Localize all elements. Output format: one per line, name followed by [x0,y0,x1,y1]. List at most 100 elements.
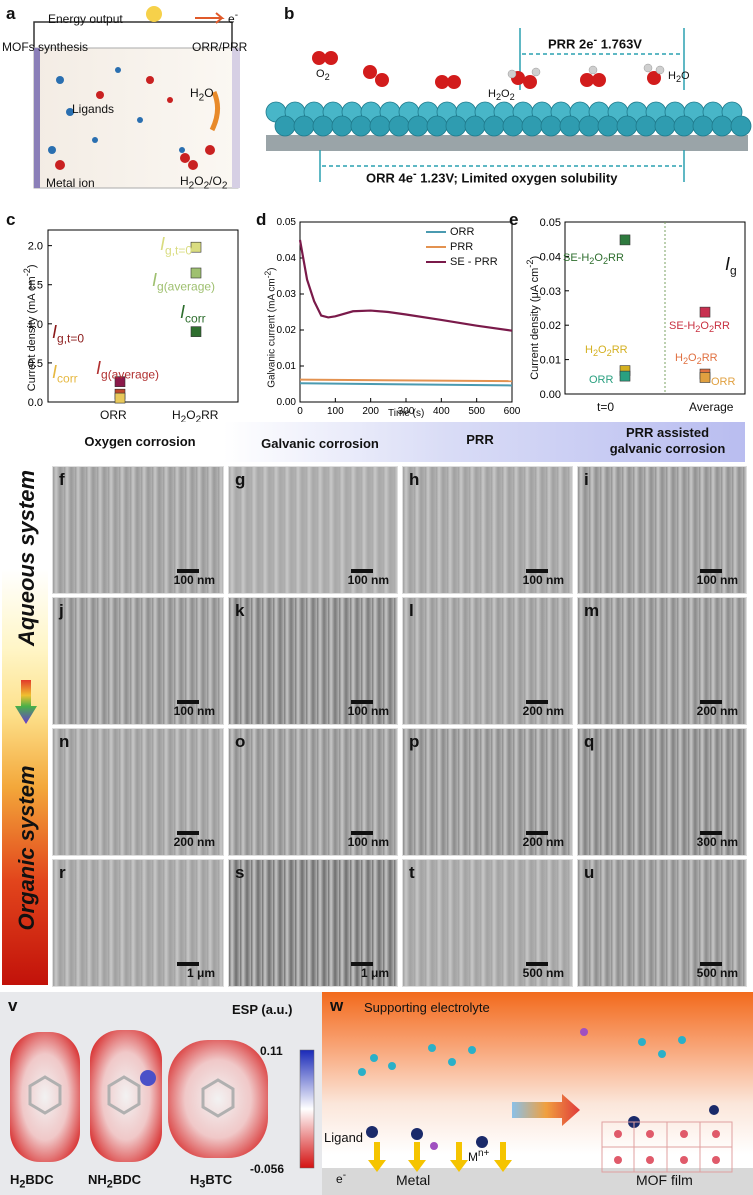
scale-bar-label: 1 μm [186,966,215,980]
y-tick-label: 0.05 [277,217,297,228]
sem-image-t: t 500 nm [402,859,573,987]
bulb-icon [146,6,162,22]
chart-d-ylabel: Galvanic current (mA cm-2) [262,267,278,388]
side-gradient-bar [2,465,48,985]
data-point [114,392,126,404]
y-tick-label: 0.04 [540,251,561,263]
sem-image-r: r 1 μm [52,859,224,987]
series-line-orr [299,382,513,387]
sem-label-n: n [59,732,70,751]
chart-e-frame [564,221,746,395]
series-line-se-prr [298,239,513,332]
energy-output-label: Energy output [48,12,123,26]
data-point [114,376,126,387]
prr-label: PRR 2e- 1.763V [548,34,642,52]
panel-w-letter: w [330,996,344,1015]
sem-label-l: l [409,601,414,620]
sem-label-o: o [235,732,246,751]
header-oxygen-corrosion: Oxygen corrosion [84,434,196,449]
data-point [190,267,202,279]
panel-b-illustration [265,28,752,182]
metal-ion-label: Metal ion [46,176,95,190]
header-galvanic-corrosion: Galvanic corrosion [261,436,379,451]
panel-b-letter: b [284,4,295,23]
scale-bar-label: 100 nm [522,573,564,587]
h2o-product-label: H2O [668,70,690,85]
scale-bar [700,831,722,835]
sem-label-h: h [409,470,420,489]
panel-e-letter: e [509,210,519,229]
scale-bar [526,831,548,835]
y-tick-label: 0.02 [277,325,297,336]
data-point [699,372,711,383]
scale-bar [351,831,373,835]
c-ig-t0-left: Ig,t=0 [52,322,85,346]
y-tick-label: 0.04 [277,253,297,264]
chart-c-ylabel: Current density (mA cm-2) [22,264,38,392]
e-orr-right: ORR [711,376,736,388]
scale-bar-label: 100 nm [347,704,389,718]
h2o-label: H2O [190,86,214,104]
sem-label-r: r [59,863,66,882]
scale-bar [526,700,548,704]
sem-image-q: q 300 nm [577,728,747,856]
y-tick-label: 2.0 [28,241,43,253]
electron-label: e- [228,10,239,26]
data-point [190,326,202,337]
scale-bar [177,569,199,573]
sem-label-t: t [409,863,415,882]
y-tick-label: 0.00 [277,397,297,408]
sem-image-i: i 100 nm [577,466,747,594]
sem-label-f: f [59,470,65,489]
ligands-label: Ligands [72,102,115,116]
y-tick-label: 1.5 [28,280,43,292]
sem-image-p: p 200 nm [402,728,573,856]
c-icorr-left: Icorr [52,362,78,386]
scale-bar [351,962,373,966]
esp-molecules [10,1030,315,1169]
c-cat-orr: ORR [100,408,127,422]
sem-image-u: u 500 nm [577,859,747,987]
x-tick-label: 200 [362,406,379,417]
sem-label-s: s [235,863,245,882]
scale-bar-label: 1 μm [360,966,389,980]
o2-label: O2 [316,68,330,83]
chart-c-frame [47,229,239,403]
scale-bar-label: 200 nm [522,704,564,718]
y-tick-label: 0.0 [28,397,43,409]
sem-label-g: g [235,470,246,489]
side-arrow-icon [15,680,37,724]
sem-image-s: s 1 μm [228,859,398,987]
header-band [0,422,745,462]
sem-image-h: h 100 nm [402,466,573,594]
data-point [190,241,202,253]
legend-orr: ORR [450,226,475,238]
surface-spheres [265,101,752,137]
panel-v-letter: v [8,996,18,1015]
scale-bar [177,962,199,966]
panel-b: b PRR 2e- 1.763V O2 H2O2 H2O ORR 4e- 1.2… [262,0,753,195]
chart-d-xlabel: Time (s) [388,408,425,419]
sem-label-k: k [235,601,245,620]
side-organic-label: Organic system [14,765,39,931]
x-tick-label: 600 [504,406,521,417]
scale-bar-label: 200 nm [173,835,215,849]
x-tick-label: 100 [327,406,344,417]
scale-bar [700,962,722,966]
metal-label: Metal [396,1172,431,1188]
scale-bar-label: 300 nm [696,835,738,849]
legend-se-prr: SE - PRR [450,256,498,268]
ligand-label: Ligand [324,1130,364,1145]
orr-label: ORR 4e- 1.23V; Limited oxygen solubility [366,168,618,186]
molecule-h2bdc: H2BDC [10,1172,54,1191]
scale-bar [351,569,373,573]
x-tick-label: 400 [433,406,450,417]
e-se-right: SE-H2O2RR [669,320,730,335]
h2o2-o2-label: H2O2/O2 [180,174,228,192]
sem-image-k: k 100 nm [228,597,398,725]
sem-label-u: u [584,863,595,882]
sem-image-o: o 100 nm [228,728,398,856]
panel-a-letter: a [6,4,16,23]
scale-bar-label: 200 nm [522,835,564,849]
sem-image-f: f 100 nm [52,466,224,594]
